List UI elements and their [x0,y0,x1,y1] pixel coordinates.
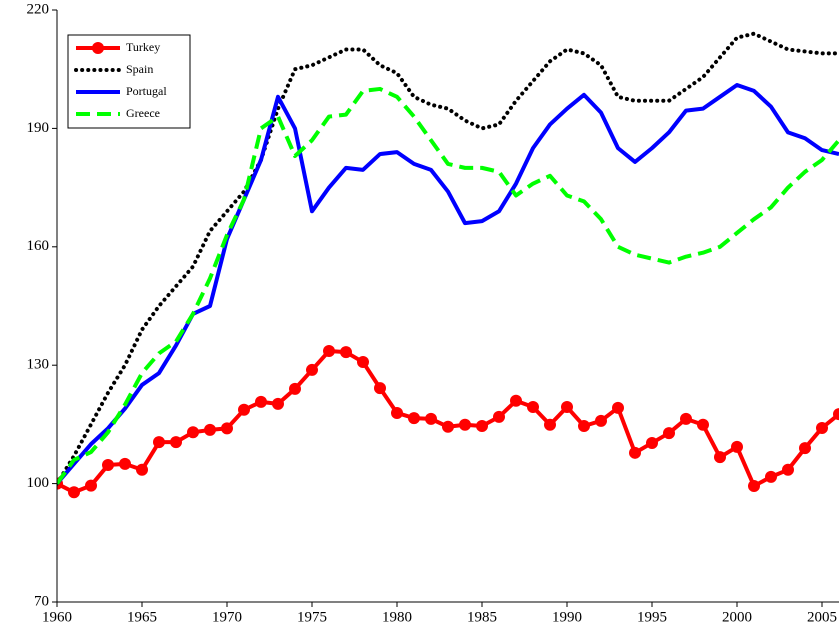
y-tick-label: 70 [34,593,49,609]
data-point [799,442,811,455]
data-point [595,414,607,427]
data-point [374,382,386,395]
y-tick-label: 190 [27,120,50,136]
x-tick-label: 1965 [127,609,157,625]
y-tick-label: 130 [27,357,50,373]
data-point [153,436,165,449]
series-line [57,82,839,485]
data-point [187,426,199,439]
data-point [357,356,369,369]
data-point [833,408,839,421]
data-point [323,344,335,357]
data-point [680,412,692,425]
data-point [391,406,403,419]
data-point [68,486,80,499]
x-tick-label: 1960 [42,609,72,625]
data-point [527,401,539,414]
legend-label: Greece [126,106,160,120]
legend-label: Turkey [126,40,160,54]
data-point [748,479,760,492]
series-line [57,31,839,486]
x-tick-label: 2000 [722,609,752,625]
x-tick-label: 1995 [637,609,667,625]
y-tick-label: 100 [27,475,50,491]
plot-area [57,31,839,499]
data-point [442,420,454,433]
data-point [102,459,114,472]
legend-label: Portugal [126,84,167,98]
y-tick-label: 160 [27,238,50,254]
legend: Turkey Spain Portugal Greece [67,34,191,129]
data-point [119,457,131,470]
data-point [221,422,233,435]
data-point [629,446,641,459]
data-point [816,421,828,434]
data-point [272,397,284,410]
legend-label: Spain [126,62,153,76]
data-point [85,479,97,492]
x-tick-label: 1990 [552,609,582,625]
data-point [425,412,437,425]
data-point [612,401,624,414]
data-point [646,436,658,449]
data-point [255,395,267,408]
data-point [578,419,590,432]
data-point [714,451,726,464]
data-point [765,470,777,483]
data-point [289,382,301,395]
data-point [408,412,420,425]
x-tick-label: 1980 [382,609,412,625]
x-tick-label: 1975 [297,609,327,625]
data-point [493,410,505,423]
data-point [561,401,573,414]
data-point [459,418,471,431]
x-tick-label: 2005 [807,609,837,625]
x-tick-label: 1985 [467,609,497,625]
data-point [697,418,709,431]
data-point [510,394,522,407]
legend-marker [92,42,104,54]
x-tick-label: 1970 [212,609,242,625]
y-tick-label: 220 [27,1,50,17]
data-point [340,346,352,359]
series-line [57,86,839,485]
data-point [731,440,743,453]
data-point [238,403,250,416]
data-point [136,463,148,476]
data-point [306,363,318,376]
data-point [170,436,182,449]
data-point [204,423,216,436]
data-point [476,419,488,432]
data-point [544,418,556,431]
data-point [663,427,675,440]
data-point [782,463,794,476]
